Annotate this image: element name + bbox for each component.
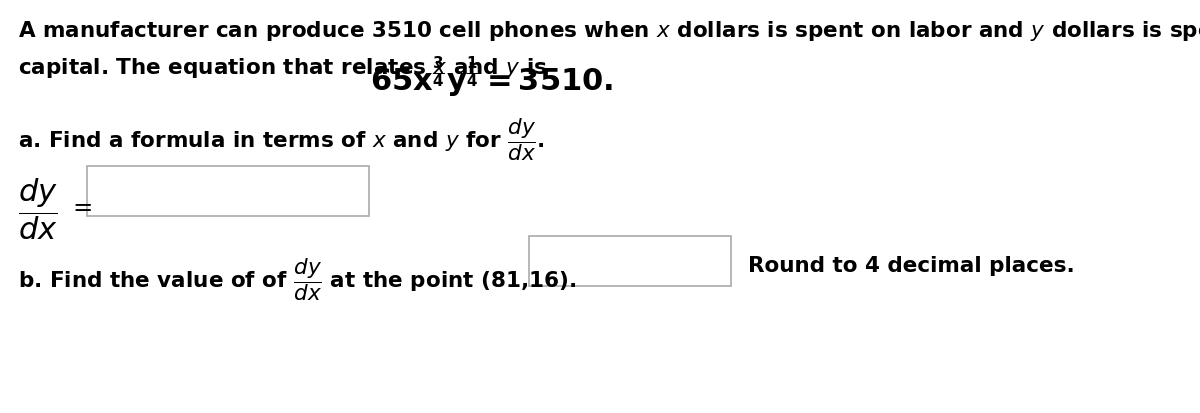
- Text: Round to 4 decimal places.: Round to 4 decimal places.: [748, 255, 1075, 275]
- Text: $\dfrac{dy}{dx}$: $\dfrac{dy}{dx}$: [18, 176, 58, 241]
- Text: $=$: $=$: [68, 194, 92, 218]
- Text: a. Find a formula in terms of $x$ and $y$ for $\dfrac{dy}{dx}$.: a. Find a formula in terms of $x$ and $y…: [18, 116, 545, 162]
- Text: b. Find the value of of $\dfrac{dy}{dx}$ at the point (81,16).: b. Find the value of of $\dfrac{dy}{dx}$…: [18, 255, 576, 302]
- Text: capital. The equation that relates $x$ and $y$ is: capital. The equation that relates $x$ a…: [18, 56, 548, 80]
- Text: $\mathbf{65x^{\frac{3}{4}}y^{\frac{1}{4}} = 3510.}$: $\mathbf{65x^{\frac{3}{4}}y^{\frac{1}{4}…: [370, 56, 613, 100]
- Text: A manufacturer can produce 3510 cell phones when $x$ dollars is spent on labor a: A manufacturer can produce 3510 cell pho…: [18, 19, 1200, 43]
- FancyBboxPatch shape: [88, 166, 370, 216]
- FancyBboxPatch shape: [529, 236, 731, 286]
